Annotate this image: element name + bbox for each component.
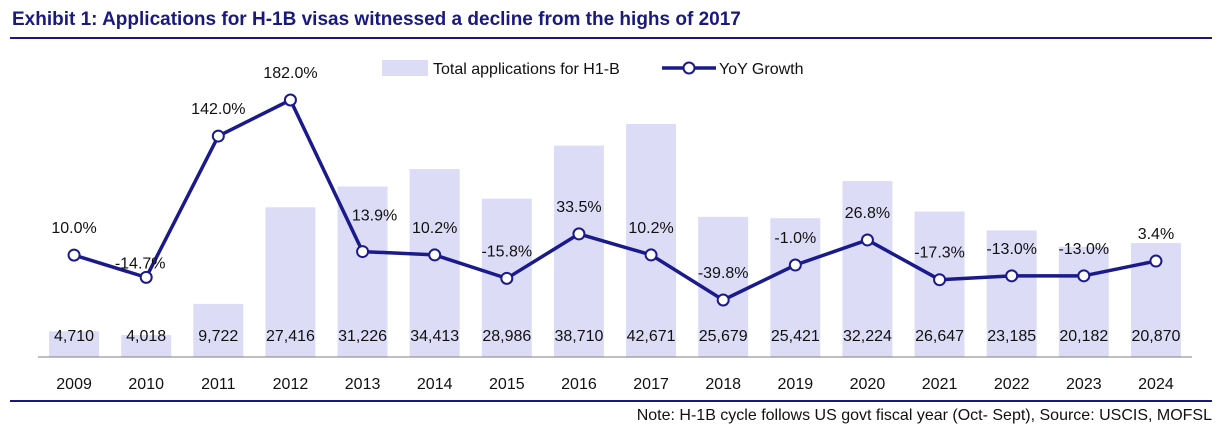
bar-label-2017: 42,671 <box>627 328 676 345</box>
yoy-label-2014: 10.2% <box>412 220 457 237</box>
bar-label-2021: 26,647 <box>915 328 964 345</box>
legend-swatch-marker <box>682 61 696 75</box>
yoy-label-2024: 3.4% <box>1138 226 1174 243</box>
yoy-point-2023 <box>1077 269 1091 283</box>
x-tick-2018: 2018 <box>705 376 741 393</box>
x-tick-2014: 2014 <box>417 376 453 393</box>
bar-label-2014: 34,413 <box>410 328 459 345</box>
bar-2019 <box>770 218 821 357</box>
bar-label-2011: 9,722 <box>198 328 238 345</box>
x-tick-2011: 2011 <box>201 376 236 393</box>
yoy-point-2010 <box>139 270 153 284</box>
yoy-point-2024 <box>1149 254 1163 268</box>
x-tick-2020: 2020 <box>850 376 886 393</box>
yoy-label-2012: 182.0% <box>263 65 317 82</box>
yoy-point-2014 <box>428 248 442 262</box>
yoy-label-2019: -1.0% <box>774 230 816 247</box>
yoy-point-2020 <box>860 233 874 247</box>
yoy-point-2019 <box>788 258 802 272</box>
x-tick-2013: 2013 <box>345 376 381 393</box>
x-tick-2017: 2017 <box>633 376 669 393</box>
yoy-label-2011: 142.0% <box>191 101 245 118</box>
x-tick-2022: 2022 <box>994 376 1030 393</box>
legend-label-bars: Total applications for H1-B <box>433 61 620 78</box>
x-tick-2021: 2021 <box>922 376 958 393</box>
bar-label-2010: 4,018 <box>126 328 166 345</box>
bar-2010 <box>121 335 172 357</box>
yoy-label-2009: 10.0% <box>51 220 96 237</box>
legend-label-line: YoY Growth <box>719 61 804 78</box>
yoy-point-2016 <box>572 227 586 241</box>
yoy-label-2017: 10.2% <box>628 220 673 237</box>
bar-label-2015: 28,986 <box>482 328 531 345</box>
x-tick-2016: 2016 <box>561 376 597 393</box>
bar-2014 <box>409 169 460 357</box>
yoy-label-2010: -14.7% <box>115 255 166 272</box>
yoy-point-2012 <box>283 93 297 107</box>
x-tick-2024: 2024 <box>1138 376 1174 393</box>
bar-2017 <box>626 124 677 357</box>
bar-2020 <box>842 181 893 357</box>
source-note: Note: H-1B cycle follows US govt fiscal … <box>636 407 1212 424</box>
yoy-label-2022: -13.0% <box>986 241 1037 258</box>
x-tick-2023: 2023 <box>1066 376 1102 393</box>
bar-2016 <box>553 145 604 357</box>
x-tick-2015: 2015 <box>489 376 525 393</box>
yoy-label-2016: 33.5% <box>556 199 601 216</box>
bar-2009 <box>49 331 100 357</box>
bar-label-2022: 23,185 <box>987 328 1036 345</box>
bottom-rule <box>10 400 1212 402</box>
yoy-point-2018 <box>716 293 730 307</box>
bar-label-2016: 38,710 <box>554 328 603 345</box>
chart-title: Exhibit 1: Applications for H-1B visas w… <box>12 9 741 30</box>
bar-label-2020: 32,224 <box>843 328 892 345</box>
legend-swatch-bars <box>382 60 428 76</box>
bar-label-2018: 25,679 <box>699 328 748 345</box>
top-rule <box>10 37 1212 39</box>
yoy-point-2011 <box>211 129 225 143</box>
bar-2012 <box>265 207 316 357</box>
bar-data-labels: 4,710 4,018 9,722 27,416 31,226 34,413 28,986 3… <box>54 328 1180 345</box>
yoy-label-2020: 26.8% <box>845 205 890 222</box>
bar-label-2009: 4,710 <box>54 328 94 345</box>
yoy-point-2022 <box>1005 269 1019 283</box>
bar-label-2024: 20,870 <box>1131 328 1180 345</box>
bar-label-2019: 25,421 <box>771 328 820 345</box>
yoy-point-2009 <box>67 248 81 262</box>
bar-2022 <box>986 230 1037 357</box>
x-tick-2009: 2009 <box>56 376 92 393</box>
x-tick-2010: 2010 <box>128 376 164 393</box>
x-tick-2019: 2019 <box>778 376 814 393</box>
bar-label-2012: 27,416 <box>266 328 315 345</box>
x-tick-labels: 2009 2010 2011 2012 2013 2014 2015 2016 2017 2018… <box>56 376 1174 393</box>
bar-2023 <box>1058 246 1109 357</box>
yoy-point-2015 <box>500 271 514 285</box>
yoy-point-2013 <box>356 245 370 259</box>
bar-label-2013: 31,226 <box>338 328 387 345</box>
yoy-point-2017 <box>644 248 658 262</box>
bar-series <box>49 124 1181 357</box>
yoy-point-2021 <box>933 273 947 287</box>
yoy-label-2015: -15.8% <box>481 243 532 260</box>
yoy-label-2021: -17.3% <box>914 245 965 262</box>
line-data-labels: 10.0% -14.7% 142.0% 182.0% 13.9% 10.2% -15.8% 3… <box>51 65 1174 282</box>
yoy-label-2023: -13.0% <box>1058 241 1109 258</box>
x-tick-2012: 2012 <box>273 376 309 393</box>
yoy-label-2013: 13.9% <box>352 208 397 225</box>
bar-2011 <box>193 303 244 357</box>
yoy-growth-line <box>73 98 1157 302</box>
legend: Total applications for H1-B YoY Growth <box>382 60 804 78</box>
line-series <box>67 93 1163 307</box>
yoy-label-2018: -39.8% <box>698 265 749 282</box>
bar-label-2023: 20,182 <box>1059 328 1108 345</box>
bar-2018 <box>698 216 749 357</box>
